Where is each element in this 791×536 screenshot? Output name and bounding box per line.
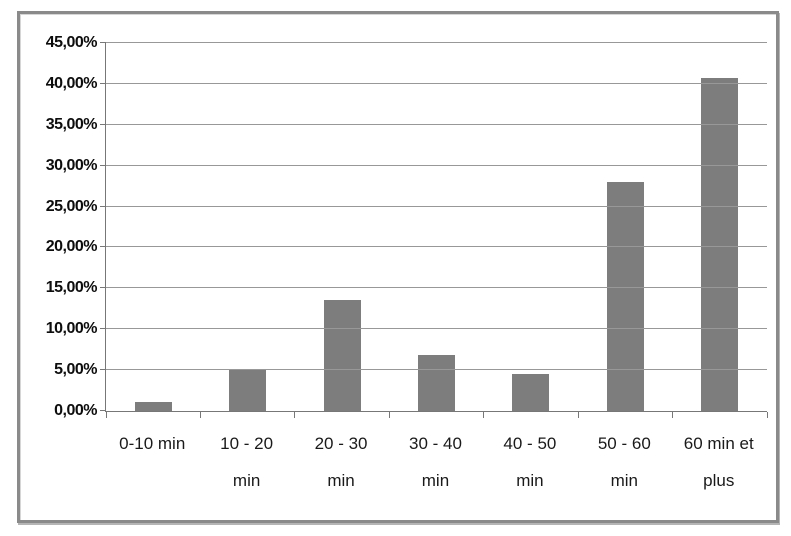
y-tick-label: 35,00% — [45, 115, 98, 133]
y-axis-tick — [100, 164, 106, 166]
gridline-10 — [106, 328, 767, 330]
x-axis-tick — [294, 412, 296, 418]
x-axis-tick — [199, 412, 201, 418]
y-tick-label: 25,00% — [45, 197, 98, 215]
gridline-5 — [106, 369, 767, 371]
x-axis-tick — [388, 412, 390, 418]
y-axis-tick — [100, 123, 106, 125]
bar-40 - 50 min — [512, 374, 550, 411]
x-axis-tick — [105, 412, 107, 418]
bar-30 - 40 min — [417, 355, 455, 411]
bar-50 - 60 min — [606, 182, 644, 411]
y-tick-label: 5,00% — [54, 361, 97, 379]
x-axis-tick — [577, 412, 579, 418]
bar-60 min et plus — [701, 78, 739, 411]
y-tick-label: 20,00% — [45, 238, 98, 256]
x-category-label: 30 - 40 min — [409, 434, 462, 490]
y-tick-label: 40,00% — [45, 74, 98, 92]
bar-slot-3 — [389, 43, 483, 411]
y-tick-label: 15,00% — [45, 279, 98, 297]
y-axis-tick — [100, 328, 106, 330]
bar-slot-5 — [578, 43, 672, 411]
y-tick-label: 45,00% — [45, 34, 98, 51]
y-axis-tick — [100, 410, 106, 411]
x-axis-tick — [483, 412, 485, 418]
y-tick-label: 30,00% — [45, 156, 98, 174]
gridline-30 — [106, 164, 767, 166]
plot-area — [100, 42, 768, 418]
x-category-label: 20 - 30 min — [314, 434, 368, 490]
x-category-label: 50 - 60 min — [597, 434, 651, 490]
x-category-label: 40 - 50 min — [503, 434, 557, 490]
y-axis-tick — [100, 42, 106, 43]
y-tick-label: 10,00% — [45, 320, 98, 338]
x-axis-tick — [766, 412, 768, 418]
bar-0-10 min — [134, 402, 172, 411]
y-axis-tick — [100, 369, 106, 371]
bar-10 - 20 min — [229, 370, 267, 411]
gridline-45 — [106, 42, 767, 43]
y-axis-labels: 0,00% 5,00% 10,00% 15,00% 20,00% 25,00% 30,00%… — [20, 34, 100, 419]
gridline-40 — [106, 82, 767, 84]
bar-slot-0 — [106, 43, 200, 411]
x-axis-tick — [672, 412, 674, 418]
x-category-label: 0-10 min — [119, 434, 186, 453]
bar-slot-2 — [295, 43, 389, 411]
gridline-15 — [106, 287, 767, 289]
bar-20 - 30 min — [323, 299, 361, 411]
y-axis-tick — [100, 246, 106, 248]
gridline-35 — [106, 123, 767, 125]
y-tick-label: 0,00% — [54, 402, 97, 419]
gridline-25 — [106, 205, 767, 207]
bar-slot-4 — [484, 43, 578, 411]
x-category-label: 10 - 20 min — [220, 434, 274, 490]
x-category-label: 60 min et plus — [683, 434, 754, 490]
y-axis-tick — [100, 287, 106, 289]
bars-container — [106, 43, 767, 411]
chart-frame: 0,00% 5,00% 10,00% 15,00% 20,00% 25,00% 30,00%… — [17, 11, 779, 523]
bar-slot-1 — [200, 43, 294, 411]
bar-slot-6 — [673, 43, 767, 411]
x-axis-labels: 0-10 min 10 - 20 min 20 - 30 min 30 - 40 mi… — [105, 426, 766, 499]
y-axis-tick — [100, 205, 106, 207]
gridline-20 — [106, 246, 767, 248]
y-axis-tick — [100, 82, 106, 84]
